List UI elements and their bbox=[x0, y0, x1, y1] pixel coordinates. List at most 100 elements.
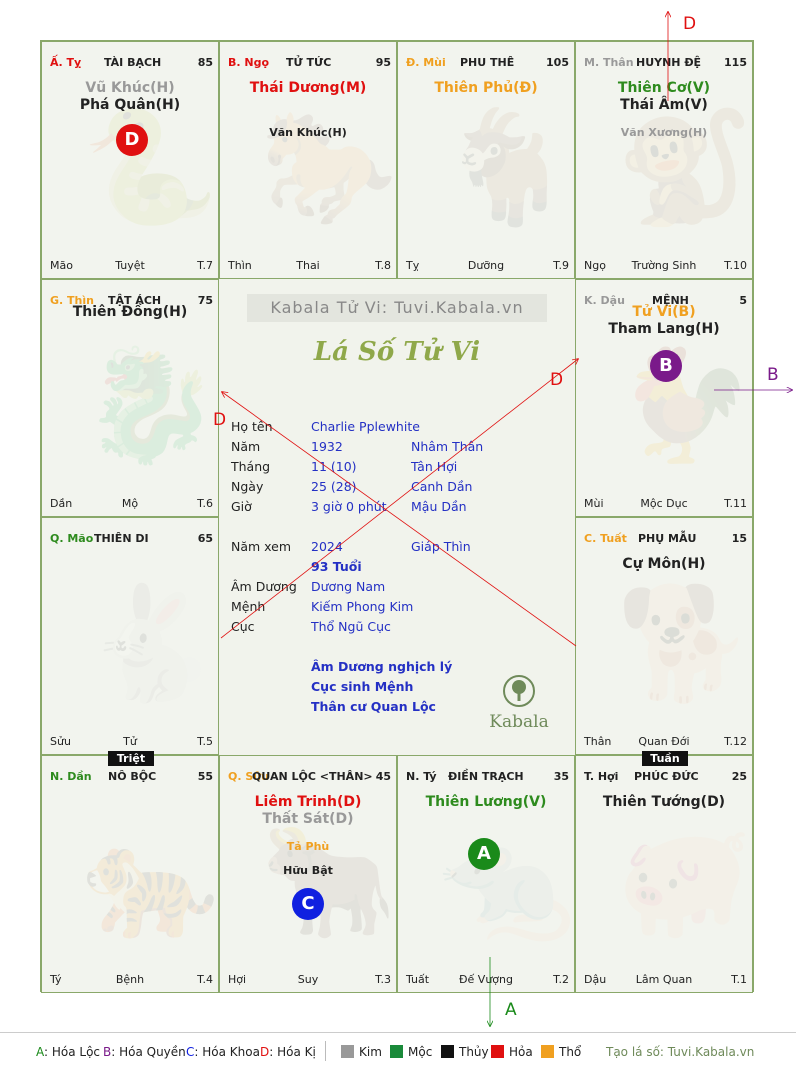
palace-number: 65 bbox=[197, 532, 213, 545]
star-label: Liêm Trinh(D) bbox=[254, 794, 362, 810]
palace-branch: G. Thìn bbox=[50, 294, 94, 307]
legend-key: A bbox=[36, 1045, 44, 1059]
palace-cell-ty2: 🐀 N. Tý ĐIỀN TRẠCH 35 Thiên Lương(V) Tuất Đế V… bbox=[397, 755, 575, 993]
star-label: Thiên Phủ(Đ) bbox=[434, 80, 538, 96]
legend-transform-item: D: Hóa Kị bbox=[260, 1045, 316, 1059]
palace-number: 95 bbox=[375, 56, 391, 69]
palace-foot-left: Thân bbox=[584, 735, 612, 748]
palace-foot-mid: Bệnh bbox=[115, 973, 145, 986]
legend-divider bbox=[325, 1041, 326, 1061]
palace-foot-left: Tuất bbox=[406, 973, 430, 986]
palace-name: TỬ TỨC bbox=[286, 56, 332, 69]
palace-number: 105 bbox=[546, 56, 569, 69]
star-label: Tử Vi(B) bbox=[632, 304, 696, 320]
info-value-can-chi: Canh Dần bbox=[411, 479, 473, 494]
palace-branch: Ấ. Tỵ bbox=[50, 56, 82, 69]
palace-foot-left: Sửu bbox=[50, 735, 71, 748]
arrow-right-label: B bbox=[767, 365, 779, 385]
palace-branch: Q. Sửu bbox=[228, 770, 269, 783]
color-swatch-icon bbox=[441, 1045, 454, 1058]
star-label: Thất Sát(D) bbox=[262, 811, 354, 827]
logo-text: Kabala bbox=[489, 712, 549, 732]
legend-element-name: Thủy bbox=[459, 1045, 489, 1059]
star-label: Thiên Đồng(H) bbox=[72, 304, 188, 320]
legend-transform-item: B: Hóa Quyền bbox=[103, 1045, 186, 1059]
info-label: Năm bbox=[231, 439, 261, 454]
info-label: Giờ bbox=[231, 499, 252, 514]
palace-name: MỆNH bbox=[652, 294, 689, 307]
info-note: Âm Dương nghịch lý bbox=[311, 659, 453, 674]
info-label: Họ tên bbox=[231, 419, 273, 434]
palace-cell-hoi: 🐖 T. Hợi PHÚC ĐỨC 25 Thiên Tướng(D) Dậu Lâm Qu… bbox=[575, 755, 753, 993]
info-note: Thân cư Quan Lộc bbox=[311, 699, 436, 714]
legend-element-item: Thủy bbox=[441, 1045, 489, 1059]
palace-foot-left: Thìn bbox=[228, 259, 252, 272]
age-value: 93 Tuổi bbox=[311, 559, 362, 574]
color-swatch-icon bbox=[491, 1045, 504, 1058]
palace-foot-mid: Mộ bbox=[121, 497, 139, 510]
palace-foot-right: T.3 bbox=[375, 973, 391, 986]
palace-foot-left: Mùi bbox=[584, 497, 604, 510]
info-value: 1932 bbox=[311, 439, 343, 454]
palace-foot-mid: Tử bbox=[123, 735, 137, 748]
legend-element-name: Thổ bbox=[559, 1045, 582, 1059]
zodiac-animal-icon: 🐐 bbox=[438, 103, 575, 231]
arrow-right-d-label: D bbox=[550, 370, 563, 390]
palace-branch: Q. Mão bbox=[50, 532, 94, 545]
legend-key: C bbox=[186, 1045, 195, 1059]
info-value: 2024 bbox=[311, 539, 343, 554]
palace-branch: Đ. Mùi bbox=[406, 56, 446, 69]
palace-foot-right: T.4 bbox=[197, 973, 213, 986]
palace-branch: B. Ngọ bbox=[228, 56, 270, 69]
star-label: Hữu Bật bbox=[283, 864, 333, 877]
palace-cell-dan: 🐅 N. Dần NÔ BỘC 55 Tý Bệnh T.4 bbox=[41, 755, 219, 993]
info-label: Năm xem bbox=[231, 539, 292, 554]
site-link[interactable]: Tạo lá số: Tuvi.Kabala.vn bbox=[606, 1045, 755, 1059]
center-info-panel: Kabala Tử Vi: Tuvi.Kabala.vn Lá Số Tử Vi… bbox=[219, 279, 575, 755]
color-swatch-icon bbox=[541, 1045, 554, 1058]
tuvi-chart: Kabala Tử Vi: Tuvi.Kabala.vn Lá Số Tử Vi… bbox=[40, 40, 754, 993]
palace-foot-left: Ngọ bbox=[584, 259, 606, 272]
legend-transform-item: A: Hóa Lộc bbox=[36, 1045, 100, 1059]
info-label: Cục bbox=[231, 619, 255, 634]
transform-badge: C bbox=[292, 888, 324, 920]
legend-element-item: Thổ bbox=[541, 1045, 581, 1059]
palace-number: 25 bbox=[731, 770, 747, 783]
palace-foot-right: T.10 bbox=[724, 259, 747, 272]
tree-logo-icon bbox=[503, 675, 535, 707]
legend-text: : Hóa Khoa bbox=[194, 1045, 260, 1059]
palace-number: 55 bbox=[197, 770, 213, 783]
palace-foot-right: T.2 bbox=[553, 973, 569, 986]
star-label: Thái Dương(M) bbox=[249, 80, 367, 96]
palace-foot-mid: Mộc Dục bbox=[640, 497, 688, 510]
palace-foot-right: T.7 bbox=[197, 259, 213, 272]
palace-foot-mid: Quan Đới bbox=[638, 735, 690, 748]
palace-cell-thin: 🐉 G. Thìn TẬT ÁCH 75 Thiên Đồng(H) Dần Mộ T.6 bbox=[41, 279, 219, 517]
palace-foot-mid: Đế Vượng bbox=[459, 973, 513, 986]
palace-foot-left: Tỵ bbox=[406, 259, 420, 272]
legend-element-name: Mộc bbox=[408, 1045, 433, 1059]
star-label: Văn Xương(H) bbox=[620, 126, 708, 139]
zodiac-animal-icon: 🐇 bbox=[82, 579, 219, 707]
palace-name: QUAN LỘC <THÂN> bbox=[252, 770, 373, 783]
palace-foot-right: T.6 bbox=[197, 497, 213, 510]
legend-text: : Hóa Kị bbox=[269, 1045, 316, 1059]
palace-branch: T. Hợi bbox=[584, 770, 619, 783]
palace-foot-right: T.12 bbox=[724, 735, 747, 748]
palace-cell-mui: 🐐 Đ. Mùi PHU THÊ 105 Thiên Phủ(Đ) Tỵ Dưỡng T.9 bbox=[397, 41, 575, 279]
palace-name: HUYNH ĐỆ bbox=[636, 56, 702, 69]
palace-number: 75 bbox=[197, 294, 213, 307]
info-value: 25 (28) bbox=[311, 479, 357, 494]
palace-foot-left: Dậu bbox=[584, 973, 607, 986]
palace-cell-suu: 🐂 Q. Sửu QUAN LỘC <THÂN> 45 Liêm Trinh(D) Thấ… bbox=[219, 755, 397, 993]
transform-badge: D bbox=[116, 124, 148, 156]
zodiac-animal-icon: 🐒 bbox=[616, 103, 753, 231]
star-label: Thiên Lương(V) bbox=[425, 794, 547, 810]
tuan-tag: Tuần bbox=[642, 751, 688, 766]
palace-number: 15 bbox=[731, 532, 747, 545]
zodiac-animal-icon: 🐎 bbox=[260, 103, 397, 231]
star-label: Cự Môn(H) bbox=[622, 556, 706, 572]
zodiac-animal-icon: 🐍 bbox=[82, 103, 219, 231]
palace-foot-mid: Suy bbox=[297, 973, 319, 986]
palace-branch: N. Dần bbox=[50, 770, 92, 783]
